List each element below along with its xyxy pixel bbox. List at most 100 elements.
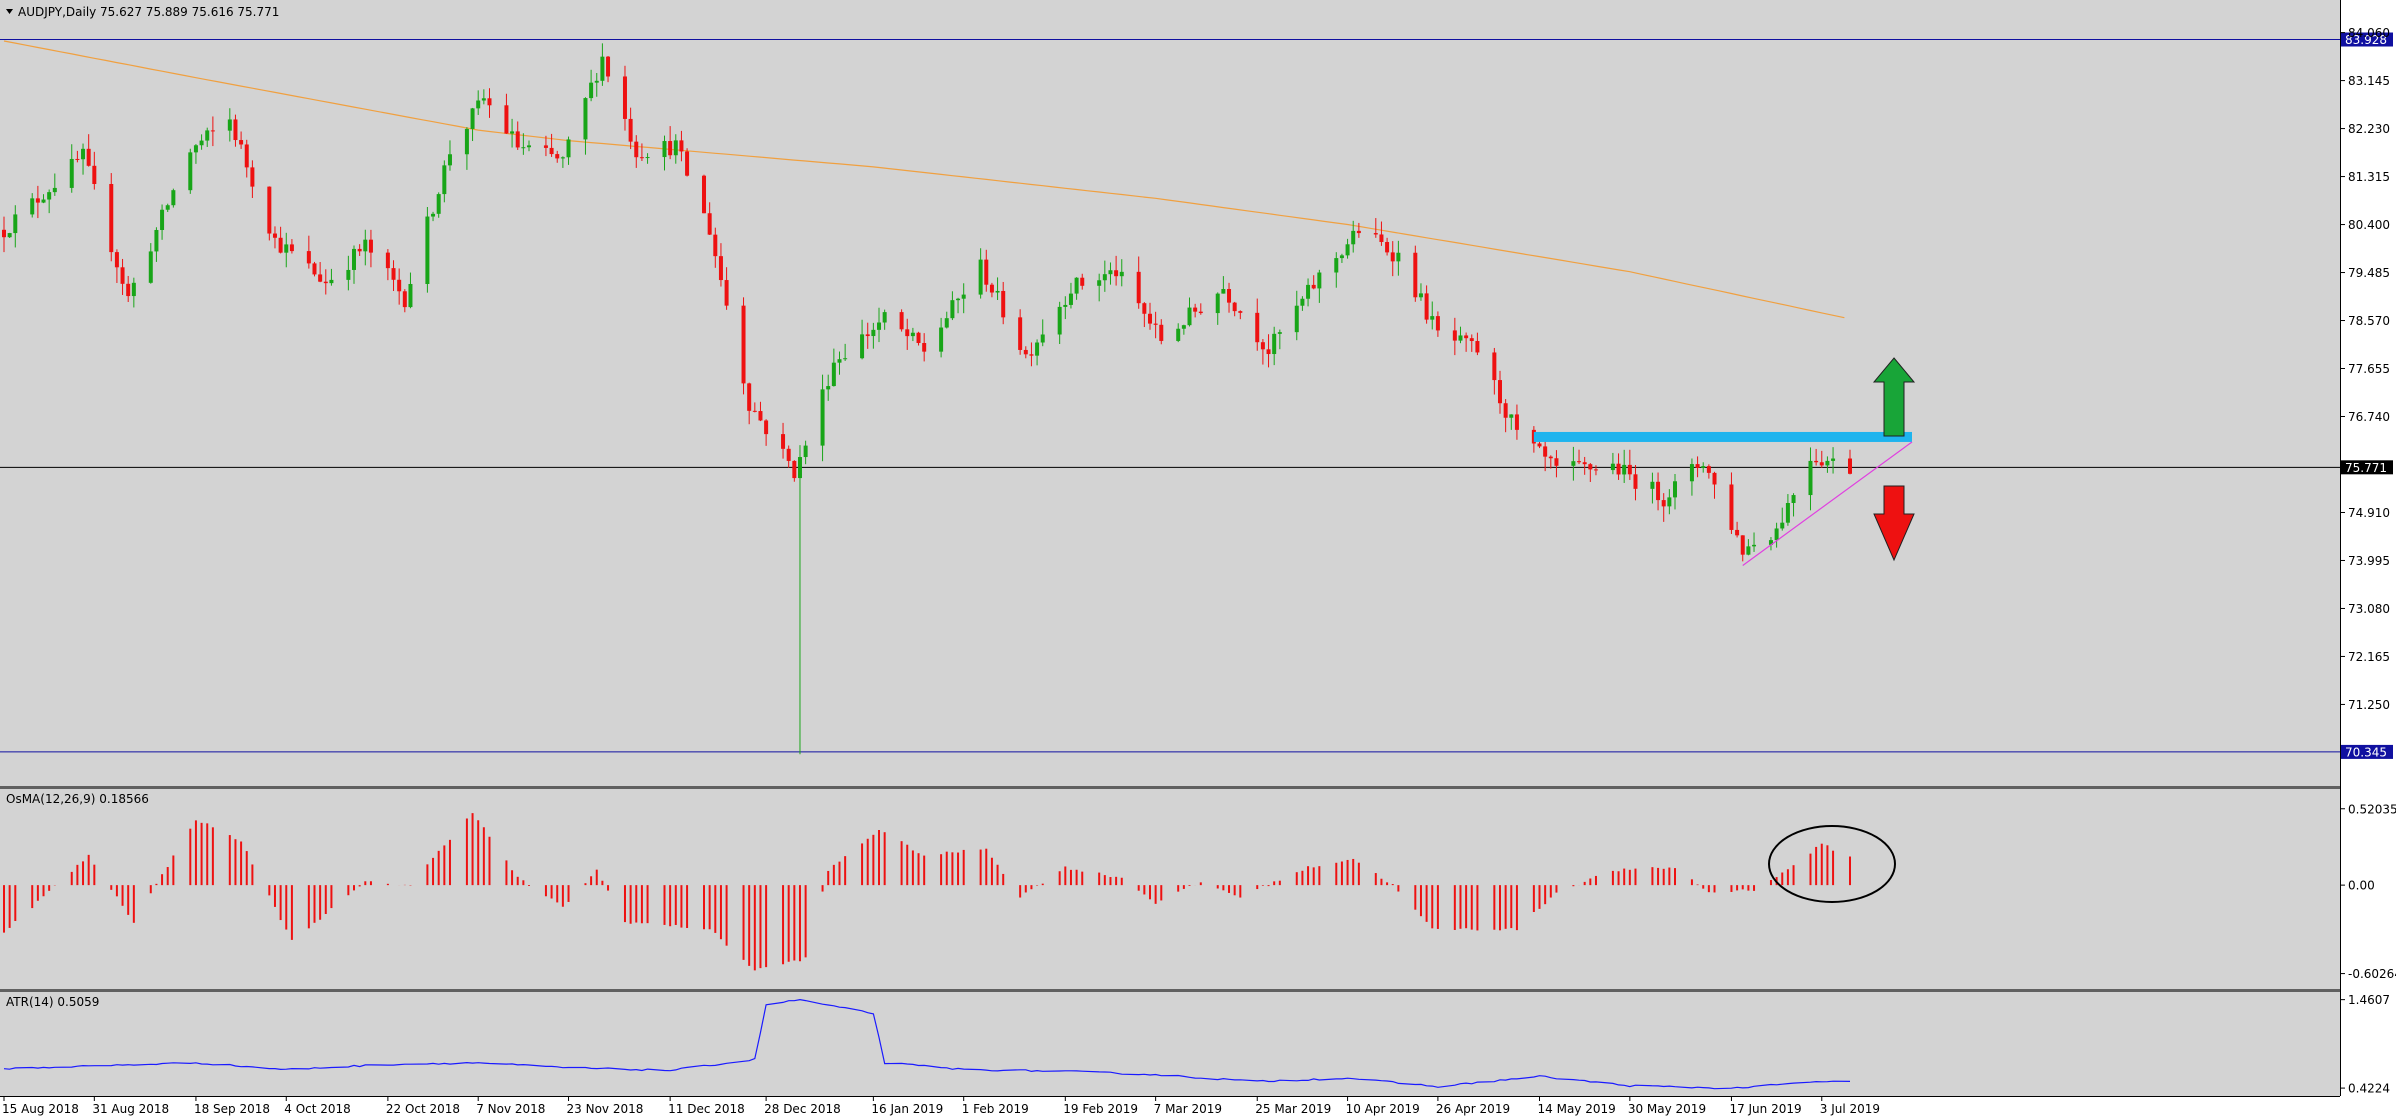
candle-body [2, 229, 6, 238]
candle-body [52, 187, 57, 193]
candle-body [1706, 466, 1711, 473]
time-axis-label: 7 Mar 2019 [1154, 1102, 1222, 1116]
time-axis-label: 16 Jan 2019 [871, 1102, 943, 1116]
candle-body [1215, 293, 1220, 314]
candle-body [1097, 280, 1102, 286]
candle-body [1593, 469, 1598, 471]
candle-body [1469, 338, 1474, 342]
candle-body [984, 259, 989, 285]
candle-body [820, 389, 825, 446]
candle-body [250, 167, 255, 187]
candle-body [628, 118, 633, 142]
candle-body [1582, 462, 1587, 465]
candle-body [989, 284, 994, 293]
candle-body [685, 151, 690, 176]
candle-body [1390, 252, 1395, 262]
candle-body [673, 140, 678, 156]
candle-body [1001, 290, 1006, 318]
candle-body [1063, 304, 1068, 307]
candle-body [1181, 325, 1186, 329]
candle-body [944, 318, 949, 328]
candle-body [786, 448, 791, 461]
candle-body [1509, 414, 1514, 418]
candle-body [877, 322, 882, 330]
candle-body [289, 244, 294, 252]
candle-body [555, 154, 560, 159]
candle-body [1306, 284, 1311, 299]
candle-body [950, 300, 955, 319]
candle-body [114, 252, 119, 268]
time-axis-label: 3 Jul 2019 [1820, 1102, 1880, 1116]
candle-body [323, 281, 328, 284]
candle-body [1238, 311, 1243, 313]
candle-body [1147, 313, 1152, 324]
candle-body [464, 128, 469, 155]
candle-body [549, 147, 554, 155]
chart-ohlc: 75.627 75.889 75.616 75.771 [100, 5, 279, 19]
candle-body [1752, 544, 1757, 547]
candle-body [408, 283, 413, 308]
atr-axis-label: 1.4607 [2348, 993, 2390, 1007]
candle-body [1339, 255, 1344, 259]
current-price-tag-text: 75.771 [2345, 461, 2387, 475]
price-axis-label: 71.250 [2348, 698, 2390, 712]
candle-body [205, 130, 210, 141]
candle-body [1780, 522, 1785, 529]
candle-body [1695, 464, 1700, 468]
current-price-tag [2341, 460, 2393, 475]
candle-body [679, 140, 684, 152]
level-tag [2341, 744, 2393, 759]
candle-body [171, 190, 176, 206]
candle-body [442, 165, 447, 195]
candle-body [1831, 458, 1836, 461]
candle-body [645, 157, 650, 159]
price-axis-label: 76.740 [2348, 410, 2390, 424]
candle-body [148, 251, 153, 283]
candle-body [521, 147, 526, 149]
price-axis-label: 74.910 [2348, 506, 2390, 520]
candle-body [397, 279, 402, 292]
price-axis-label: 73.080 [2348, 602, 2390, 616]
candle-body [583, 98, 588, 140]
candle-body [41, 199, 46, 203]
candle-body [724, 280, 729, 306]
candle-body [1689, 464, 1694, 482]
axes: 83.928 70.345 84.060 83.145 82.230 81.315 80.4… [2, 26, 2396, 1116]
candle-body [357, 248, 362, 252]
candle-body [120, 267, 125, 284]
candle-body [741, 305, 746, 384]
candle-body [1040, 334, 1045, 343]
candle-body [318, 274, 323, 282]
candle-body [1588, 464, 1593, 470]
candle-body [1035, 342, 1040, 356]
candle-body [368, 239, 373, 253]
osma-title: OsMA(12,26,9) 0.18566 [6, 792, 149, 806]
candle-body [639, 157, 644, 159]
time-axis-label: 31 Aug 2018 [92, 1102, 169, 1116]
candle-body [1672, 481, 1677, 498]
candle-body [843, 358, 848, 360]
candle-body [1543, 446, 1548, 457]
candle-body [1537, 443, 1542, 447]
candle-body [916, 332, 921, 343]
candle-body [871, 329, 876, 337]
time-axis-label: 7 Nov 2018 [476, 1102, 545, 1116]
candle-body [1198, 311, 1203, 314]
candle-body [193, 145, 198, 153]
atr-series [3, 998, 1851, 1090]
candle-body [1458, 335, 1463, 341]
candle-body [1791, 495, 1796, 504]
osma-panel [0, 789, 2340, 989]
candle-body [1317, 272, 1322, 289]
candle-body [391, 268, 396, 280]
candle-body [566, 139, 571, 158]
candle-body [865, 334, 870, 337]
candle-body [35, 198, 40, 203]
candle-body [352, 248, 357, 270]
atr-panel [0, 992, 2340, 1096]
candle-body [1848, 458, 1852, 474]
menu-triangle-icon[interactable] [6, 9, 13, 14]
candle-body [346, 269, 351, 280]
candle-body [13, 214, 18, 234]
candle-body [1650, 481, 1655, 489]
